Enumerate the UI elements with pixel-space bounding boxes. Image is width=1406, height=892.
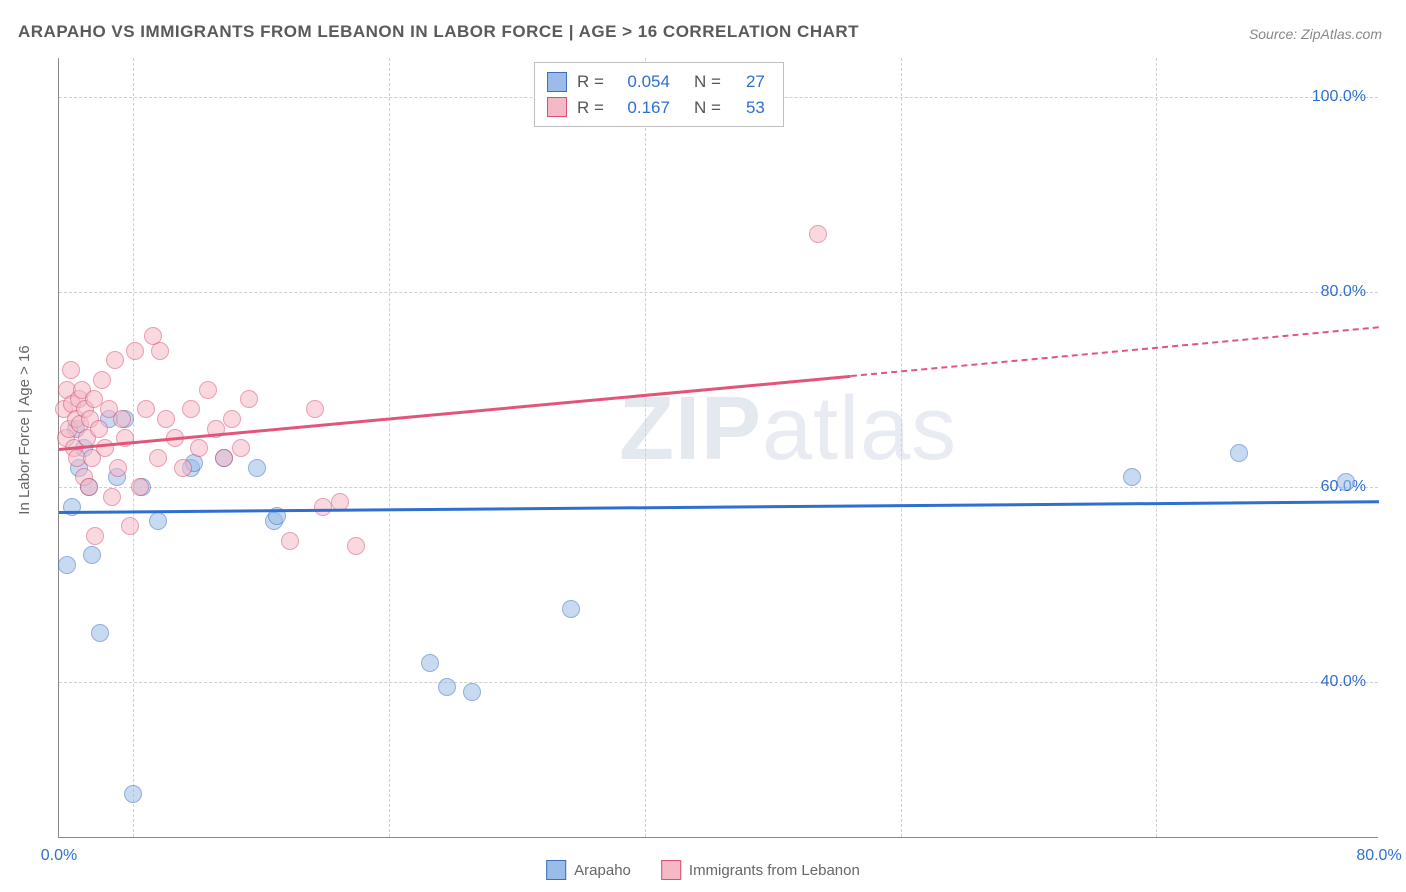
n-value: 27 [735,69,765,95]
scatter-point [151,342,169,360]
scatter-point [223,410,241,428]
scatter-point [306,400,324,418]
gridline-vertical [133,58,134,837]
correlation-stats-box: R = 0.054 N = 27 R = 0.167 N = 53 [534,62,784,127]
y-axis-title: In Labor Force | Age > 16 [16,345,33,514]
scatter-point [281,532,299,550]
gridline-horizontal [59,292,1378,293]
stats-row: R = 0.167 N = 53 [547,95,765,121]
scatter-point [91,624,109,642]
n-value: 53 [735,95,765,121]
scatter-point [86,527,104,545]
scatter-point [149,512,167,530]
r-label: R = [577,69,604,95]
legend-swatch [546,860,566,880]
n-label: N = [694,95,721,121]
scatter-point [199,381,217,399]
scatter-point [113,410,131,428]
scatter-point [240,390,258,408]
gridline-vertical [1156,58,1157,837]
scatter-point [124,785,142,803]
stats-swatch [547,72,567,92]
watermark-thin: atlas [762,379,957,479]
trend-line [59,375,851,451]
y-tick-label: 40.0% [1321,673,1366,691]
scatter-point [190,439,208,457]
scatter-point [215,449,233,467]
stats-row: R = 0.054 N = 27 [547,69,765,95]
x-tick-label: 80.0% [1356,847,1401,865]
scatter-point [174,459,192,477]
scatter-point [62,361,80,379]
scatter-point [421,654,439,672]
scatter-point [121,517,139,535]
scatter-point [126,342,144,360]
scatter-point [314,498,332,516]
r-value: 0.054 [618,69,670,95]
gridline-vertical [901,58,902,837]
scatter-point [438,678,456,696]
r-label: R = [577,95,604,121]
scatter-point [182,400,200,418]
scatter-point [149,449,167,467]
scatter-point [90,420,108,438]
x-tick-label: 0.0% [41,847,77,865]
legend-label: Arapaho [574,862,631,879]
scatter-point [137,400,155,418]
scatter-point [809,225,827,243]
scatter-point [106,351,124,369]
r-value: 0.167 [618,95,670,121]
scatter-point [80,478,98,496]
scatter-point [96,439,114,457]
y-tick-label: 100.0% [1312,88,1366,106]
scatter-point [1337,473,1355,491]
scatter-point [347,537,365,555]
scatter-point [103,488,121,506]
gridline-horizontal [59,682,1378,683]
chart-title: ARAPAHO VS IMMIGRANTS FROM LEBANON IN LA… [18,22,859,42]
trend-line [851,326,1379,377]
trend-line [59,501,1379,515]
scatter-point [562,600,580,618]
scatter-point [58,556,76,574]
gridline-vertical [645,58,646,837]
stats-swatch [547,97,567,117]
scatter-point [93,371,111,389]
scatter-point [248,459,266,477]
scatter-point [83,546,101,564]
scatter-point [1230,444,1248,462]
scatter-point [1123,468,1141,486]
legend-item-lebanon: Immigrants from Lebanon [661,860,860,880]
legend-swatch [661,860,681,880]
source-credit: Source: ZipAtlas.com [1249,26,1382,42]
scatter-point [109,459,127,477]
scatter-point [131,478,149,496]
scatter-point [157,410,175,428]
n-label: N = [694,69,721,95]
scatter-point [232,439,250,457]
scatter-point [463,683,481,701]
legend-item-arapaho: Arapaho [546,860,631,880]
gridline-vertical [389,58,390,837]
gridline-horizontal [59,487,1378,488]
plot-area: ZIPatlas 40.0%60.0%80.0%100.0%0.0%80.0%R… [58,58,1378,838]
series-legend: Arapaho Immigrants from Lebanon [546,860,860,880]
y-tick-label: 80.0% [1321,283,1366,301]
legend-label: Immigrants from Lebanon [689,862,860,879]
